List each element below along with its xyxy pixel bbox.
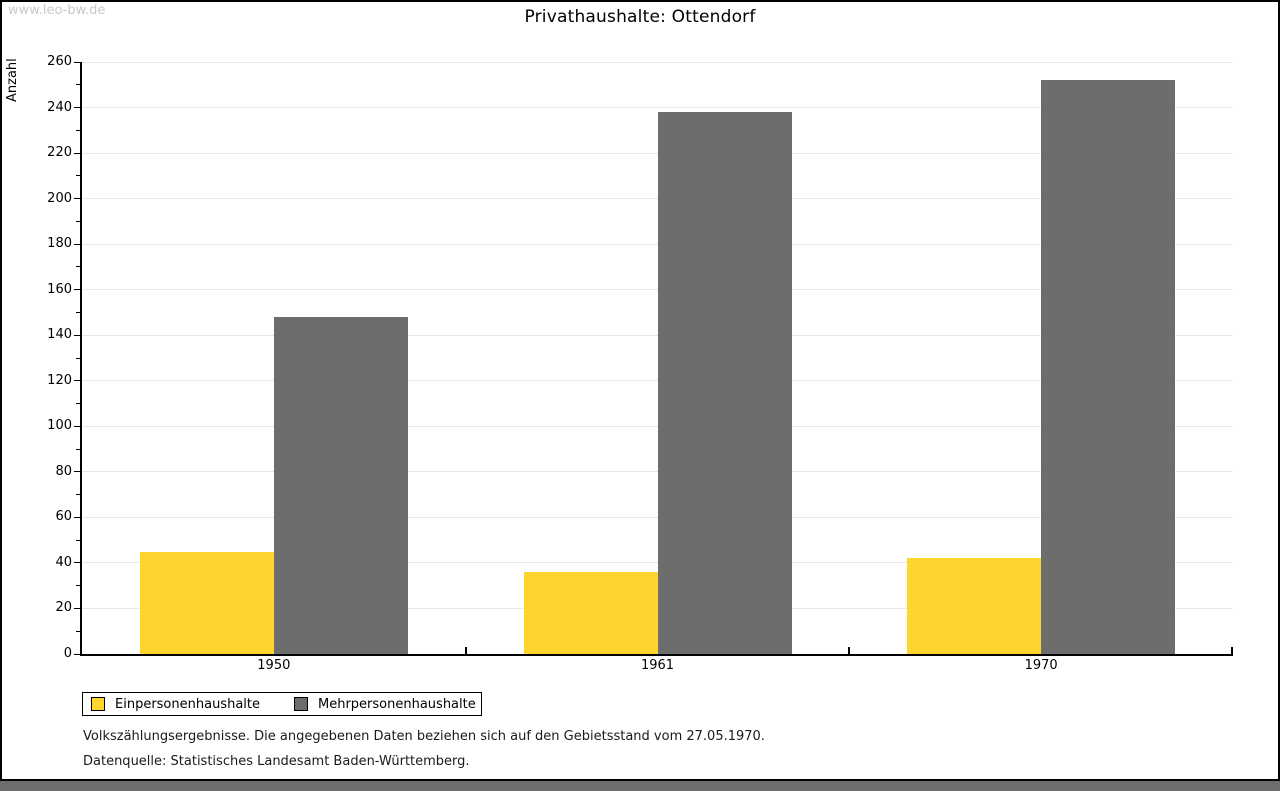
y-axis-tick — [74, 289, 80, 291]
bar-einpersonenhaushalte-1970 — [907, 558, 1042, 654]
y-axis-tick — [74, 653, 80, 655]
bar-mehrpersonenhaushalte-1970 — [1041, 80, 1176, 654]
y-tick-label: 120 — [47, 372, 72, 388]
y-tick-label: 0 — [63, 646, 72, 661]
y-axis-minor-tick — [76, 84, 80, 86]
y-tick-label: 100 — [47, 418, 72, 434]
y-tick-label: 160 — [47, 281, 72, 297]
y-axis-minor-tick — [76, 311, 80, 313]
bar-einpersonenhaushalte-1950 — [139, 551, 274, 654]
y-axis-tick — [74, 334, 80, 336]
y-axis-tick — [74, 562, 80, 564]
x-axis-end-tick — [1231, 647, 1233, 654]
y-tick-label: 220 — [47, 145, 72, 161]
bar-mehrpersonenhaushalte-1950 — [273, 317, 408, 654]
x-axis-labels: 1950 1961 1970 — [82, 658, 1233, 676]
x-axis-tick — [848, 647, 851, 654]
bar-mehrpersonenhaushalte-1961 — [657, 112, 792, 654]
footer-note: Volkszählungsergebnisse. Die angegebenen… — [83, 729, 765, 744]
footer-source: Datenquelle: Statistisches Landesamt Bad… — [83, 754, 470, 769]
y-tick-label: 40 — [55, 554, 72, 570]
y-axis-minor-tick — [76, 403, 80, 405]
y-axis-tick — [74, 152, 80, 154]
y-tick-label: 80 — [55, 463, 72, 479]
y-axis-tick — [74, 425, 80, 427]
y-tick-label: 60 — [55, 509, 72, 525]
y-axis-tick — [74, 516, 80, 518]
y-axis-minor-tick — [76, 630, 80, 632]
chart-title: Privathaushalte: Ottendorf — [524, 7, 756, 27]
legend-swatch-einpersonenhaushalte — [91, 697, 105, 711]
y-axis-tick — [74, 380, 80, 382]
watermark-link: www.leo-bw.de — [6, 2, 111, 20]
legend-label: Einpersonenhaushalte — [115, 696, 260, 712]
plot-area — [74, 61, 1233, 656]
y-tick-label: 260 — [47, 54, 72, 69]
y-axis-minor-tick — [76, 448, 80, 450]
y-axis-minor-tick — [76, 129, 80, 131]
y-axis-tick — [74, 198, 80, 200]
y-axis-minor-tick — [76, 175, 80, 177]
y-axis-tick — [74, 107, 80, 109]
y-axis-tick — [74, 607, 80, 609]
y-axis-tick — [74, 61, 80, 63]
y-axis-minor-tick — [76, 220, 80, 222]
y-axis-labels: 0 20 40 60 80 100 120 140 160 180 200 220 240 260 — [2, 54, 72, 661]
legend-label: Mehrpersonenhaushalte — [318, 696, 476, 712]
legend: Einpersonenhaushalte Mehrpersonenhaushalt… — [82, 692, 482, 716]
y-axis-tick — [74, 471, 80, 473]
y-axis-minor-tick — [76, 494, 80, 496]
y-axis-minor-tick — [76, 266, 80, 268]
x-category-label: 1961 — [640, 658, 675, 673]
y-axis-minor-tick — [76, 357, 80, 359]
x-category-label: 1970 — [1024, 658, 1058, 673]
bar-einpersonenhaushalte-1961 — [523, 572, 658, 654]
y-axis-minor-tick — [76, 585, 80, 587]
x-category-label: 1950 — [257, 658, 291, 673]
legend-swatch-mehrpersonenhaushalte — [294, 697, 308, 711]
y-tick-label: 180 — [47, 236, 72, 252]
y-tick-label: 200 — [47, 190, 72, 206]
bottom-strip — [0, 781, 1280, 791]
legend-item: Einpersonenhaushalte — [91, 697, 260, 712]
grid-line — [82, 61, 1233, 63]
y-axis-minor-tick — [76, 539, 80, 541]
legend-item: Mehrpersonenhaushalte — [294, 697, 476, 712]
y-tick-label: 240 — [47, 99, 72, 115]
x-axis-tick — [464, 647, 467, 654]
y-axis-tick — [74, 243, 80, 245]
grid-line — [82, 107, 1233, 109]
y-tick-label: 20 — [55, 600, 72, 616]
y-tick-label: 140 — [47, 327, 72, 343]
